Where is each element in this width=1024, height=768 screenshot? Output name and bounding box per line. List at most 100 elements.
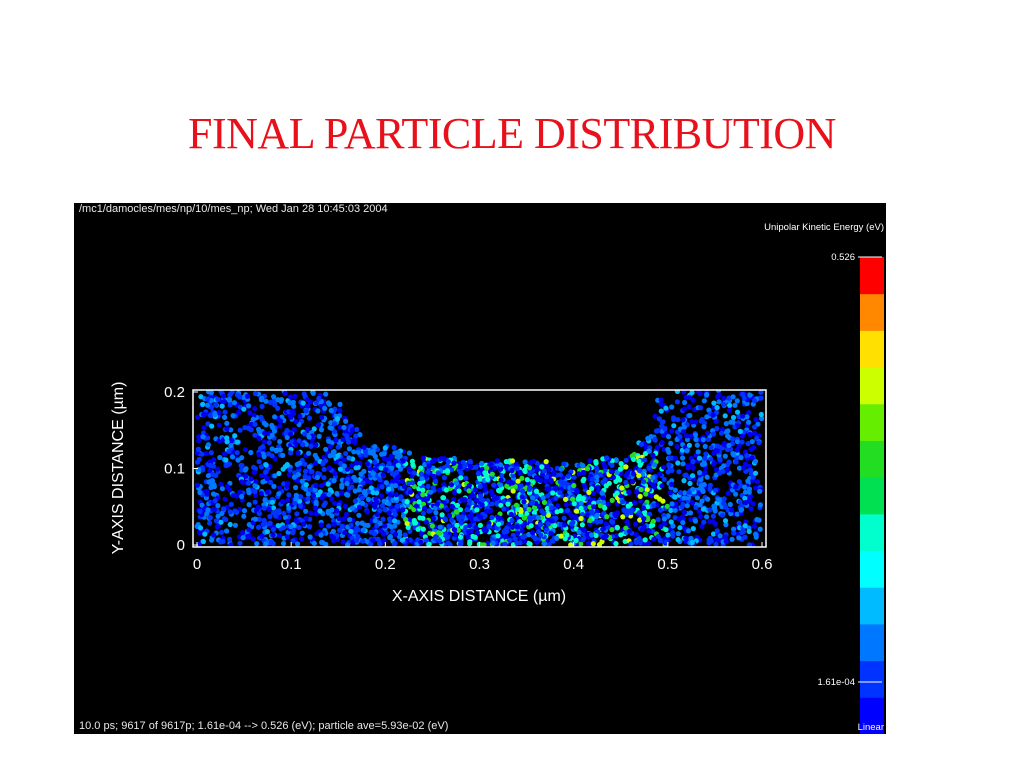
particle bbox=[201, 411, 207, 417]
x-tick-label: 0.3 bbox=[469, 556, 490, 573]
particle bbox=[758, 411, 764, 418]
particle bbox=[397, 529, 403, 535]
particle bbox=[260, 444, 266, 450]
particle bbox=[508, 511, 514, 517]
particle bbox=[698, 476, 704, 483]
particle bbox=[678, 490, 684, 496]
particle bbox=[325, 508, 331, 514]
particle bbox=[432, 536, 438, 542]
particle bbox=[603, 483, 609, 489]
particle bbox=[704, 391, 710, 398]
particle bbox=[536, 529, 542, 535]
particle bbox=[604, 455, 610, 461]
particle bbox=[307, 487, 313, 493]
particle bbox=[365, 496, 372, 502]
particle bbox=[306, 415, 313, 421]
particle bbox=[267, 399, 274, 405]
particle bbox=[707, 507, 713, 513]
particle bbox=[628, 541, 634, 547]
particle bbox=[521, 515, 527, 521]
particle bbox=[687, 412, 693, 419]
particle bbox=[247, 410, 253, 416]
particle bbox=[740, 413, 746, 419]
particle bbox=[441, 482, 447, 488]
particle bbox=[375, 536, 381, 542]
particle bbox=[531, 510, 537, 516]
particle bbox=[286, 505, 292, 511]
particle bbox=[343, 418, 349, 424]
particle bbox=[222, 409, 228, 415]
particle bbox=[352, 488, 358, 494]
particle bbox=[391, 444, 397, 451]
colorbar-segment bbox=[860, 440, 884, 478]
particle bbox=[445, 534, 451, 540]
particle bbox=[658, 408, 664, 414]
particle bbox=[715, 497, 721, 503]
particle bbox=[330, 528, 336, 534]
particle bbox=[336, 527, 343, 533]
particle bbox=[472, 487, 479, 493]
particle bbox=[710, 519, 716, 525]
particle bbox=[313, 499, 319, 505]
particle bbox=[672, 455, 679, 461]
particle bbox=[663, 527, 669, 533]
particle bbox=[696, 455, 703, 461]
particle bbox=[590, 541, 596, 547]
particle bbox=[454, 502, 460, 508]
particle bbox=[736, 520, 742, 526]
particle bbox=[498, 477, 504, 483]
particle bbox=[711, 431, 717, 437]
colorbar-min-label: 1.61e-04 bbox=[817, 677, 855, 688]
particle bbox=[746, 542, 752, 547]
colorbar-segment bbox=[860, 257, 884, 295]
particle bbox=[579, 462, 586, 468]
particle bbox=[318, 427, 325, 433]
particle bbox=[392, 531, 399, 537]
particle bbox=[370, 448, 376, 455]
particle bbox=[457, 541, 464, 547]
particle bbox=[337, 408, 343, 414]
particle bbox=[515, 530, 521, 536]
particle bbox=[437, 524, 443, 530]
particle bbox=[726, 459, 732, 465]
particle bbox=[699, 523, 705, 529]
particle bbox=[748, 506, 754, 512]
particle bbox=[210, 491, 217, 497]
particle bbox=[237, 489, 243, 495]
particle bbox=[232, 433, 238, 439]
particle bbox=[389, 471, 396, 477]
particle bbox=[359, 495, 365, 501]
particle bbox=[291, 474, 297, 480]
particle bbox=[757, 502, 764, 508]
particle bbox=[303, 515, 309, 521]
particle bbox=[332, 429, 338, 435]
particle bbox=[414, 503, 420, 509]
particle bbox=[617, 466, 624, 472]
particle bbox=[386, 486, 392, 492]
particle bbox=[522, 459, 528, 465]
particle bbox=[326, 523, 332, 529]
particle bbox=[315, 470, 321, 477]
particle bbox=[479, 502, 485, 508]
particle bbox=[613, 541, 619, 547]
particle bbox=[716, 392, 722, 398]
particle bbox=[591, 504, 597, 510]
particle bbox=[650, 518, 657, 524]
particle bbox=[514, 465, 520, 471]
particle bbox=[237, 394, 243, 400]
particle bbox=[492, 465, 498, 471]
particle bbox=[259, 403, 265, 409]
colorbar-title: Unipolar Kinetic Energy (eV) bbox=[764, 222, 884, 233]
particle bbox=[437, 530, 443, 536]
particle bbox=[727, 402, 733, 408]
window-header-text: /mc1/damocles/mes/np/10/mes_np; Wed Jan … bbox=[79, 203, 388, 215]
particle bbox=[702, 443, 708, 449]
particle bbox=[723, 522, 729, 528]
particle bbox=[668, 507, 674, 513]
particle bbox=[206, 390, 212, 395]
particle bbox=[650, 474, 656, 481]
particle bbox=[204, 488, 210, 494]
particle bbox=[563, 496, 569, 502]
particle bbox=[346, 446, 352, 452]
particle bbox=[346, 455, 352, 461]
